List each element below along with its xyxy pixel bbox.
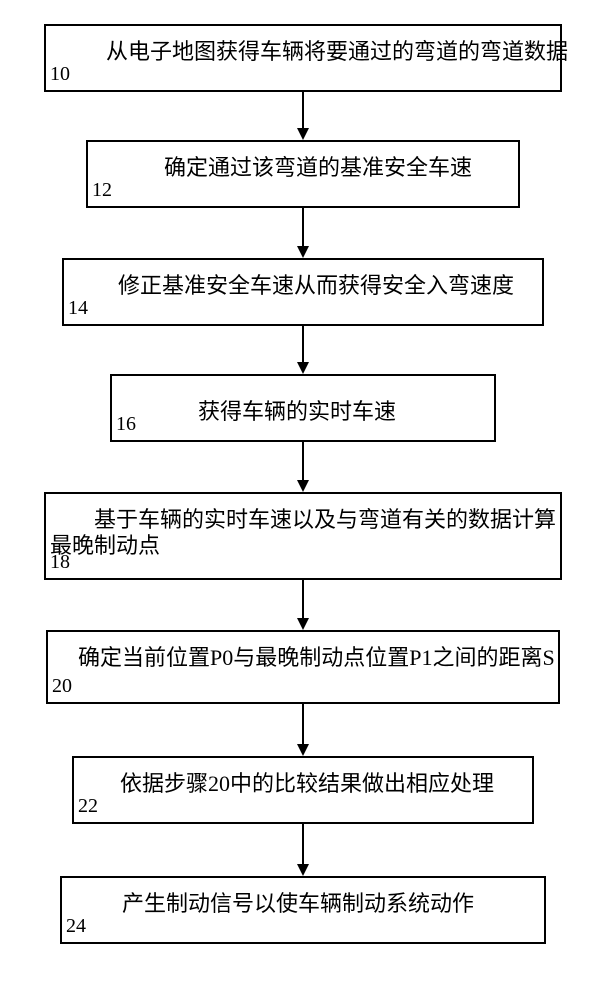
flowchart-node-18-number: 18 (50, 551, 556, 574)
flowchart-node-22: 依据步骤20中的比较结果做出相应处理 22 (72, 756, 534, 824)
flowchart-arrow-line (302, 824, 304, 864)
flowchart-arrow-head-icon (297, 864, 309, 876)
flowchart-node-22-text: 依据步骤20中的比较结果做出相应处理 (120, 766, 494, 798)
flowchart-canvas: 从电子地图获得车辆将要通过的弯道的弯道数据10确定通过该弯道的基准安全车速12修… (0, 0, 609, 1000)
flowchart-node-12: 确定通过该弯道的基准安全车速 12 (86, 140, 520, 208)
flowchart-node-16-text: 获得车辆的实时车速 (198, 394, 396, 426)
flowchart-arrow-line (302, 208, 304, 246)
flowchart-arrow-line (302, 442, 304, 480)
flowchart-arrow-line (302, 580, 304, 618)
flowchart-node-16-number: 16 (116, 413, 136, 436)
flowchart-node-18: 基于车辆的实时车速以及与弯道有关的数据计算最晚制动点18 (44, 492, 562, 580)
flowchart-node-10-text: 从电子地图获得车辆将要通过的弯道的弯道数据 (106, 34, 568, 66)
flowchart-node-10: 从电子地图获得车辆将要通过的弯道的弯道数据10 (44, 24, 562, 92)
flowchart-arrow-head-icon (297, 128, 309, 140)
flowchart-arrow-head-icon (297, 744, 309, 756)
flowchart-node-24-text: 产生制动信号以使车辆制动系统动作 (122, 886, 474, 918)
flowchart-node-24-number: 24 (66, 915, 86, 938)
flowchart-node-20-text: 确定当前位置P0与最晚制动点位置P1之间的距离S (78, 640, 555, 672)
flowchart-node-14-text: 修正基准安全车速从而获得安全入弯速度 (118, 268, 514, 300)
flowchart-node-14: 修正基准安全车速从而获得安全入弯速度 14 (62, 258, 544, 326)
flowchart-node-12-text: 确定通过该弯道的基准安全车速 (164, 150, 472, 182)
flowchart-arrow-head-icon (297, 362, 309, 374)
flowchart-arrow-line (302, 326, 304, 362)
flowchart-node-16: 获得车辆的实时车速 16 (110, 374, 496, 442)
flowchart-node-20: 确定当前位置P0与最晚制动点位置P1之间的距离S 20 (46, 630, 560, 704)
flowchart-node-20-number: 20 (52, 675, 72, 698)
flowchart-arrow-line (302, 92, 304, 128)
flowchart-node-12-number: 12 (92, 179, 112, 202)
flowchart-node-10-number: 10 (50, 63, 70, 86)
flowchart-arrow-head-icon (297, 246, 309, 258)
flowchart-node-24: 产生制动信号以使车辆制动系统动作 24 (60, 876, 546, 944)
flowchart-arrow-line (302, 704, 304, 744)
flowchart-node-22-number: 22 (78, 795, 98, 818)
flowchart-node-18-text: 基于车辆的实时车速以及与弯道有关的数据计算 (94, 502, 556, 534)
flowchart-arrow-head-icon (297, 618, 309, 630)
flowchart-arrow-head-icon (297, 480, 309, 492)
flowchart-node-14-number: 14 (68, 297, 88, 320)
